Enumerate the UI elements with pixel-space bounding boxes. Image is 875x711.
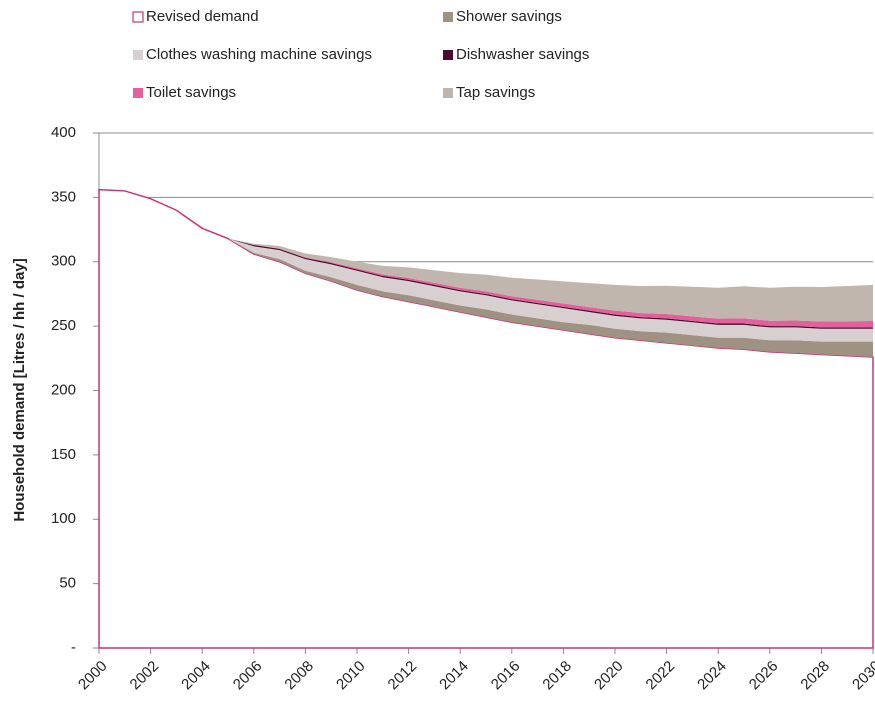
x-tick-label: 2020 [591,658,627,694]
legend-swatch [443,50,453,60]
y-axis-label: Household demand [Litres / hh / day] [11,258,28,521]
x-tick-label: 2018 [539,658,575,694]
legend-swatch [443,88,453,98]
legend-label: Clothes washing machine savings [146,46,372,63]
x-tick-label: 2012 [385,658,421,694]
y-tick-label: 50 [59,575,76,592]
y-tick-label: 100 [51,510,76,527]
x-tick-label: 2010 [333,658,369,694]
legend-label: Shower savings [456,8,562,25]
x-tick-label: 2008 [281,658,317,694]
y-tick-label: - [71,639,76,656]
y-tick-label: 150 [51,446,76,463]
legend-swatch [132,11,144,23]
x-tick-label: 2024 [694,658,730,694]
legend-swatch [443,12,453,22]
legend-label: Revised demand [146,8,259,25]
x-tick-label: 2004 [178,658,214,694]
legend-swatch [133,88,143,98]
x-tick-label: 2002 [127,658,163,694]
y-tick-label: 250 [51,317,76,334]
x-tick-label: 2030 [849,658,875,694]
area [99,189,873,322]
x-tick-label: 2016 [488,658,524,694]
x-tick-label: 2022 [643,658,679,694]
area [98,188,874,649]
x-tick-label: 2000 [75,658,111,694]
y-tick-label: 300 [51,253,76,270]
legend-swatch [133,50,143,60]
x-tick-label: 2006 [230,658,266,694]
x-tick-label: 2014 [436,658,472,694]
y-tick-label: 350 [51,188,76,205]
y-tick-label: 400 [51,124,76,141]
legend-label: Toilet savings [146,84,236,101]
y-tick-label: 200 [51,381,76,398]
x-tick-label: 2026 [746,658,782,694]
x-tick-label: 2028 [797,658,833,694]
legend-label: Tap savings [456,84,535,101]
legend-label: Dishwasher savings [456,46,589,63]
